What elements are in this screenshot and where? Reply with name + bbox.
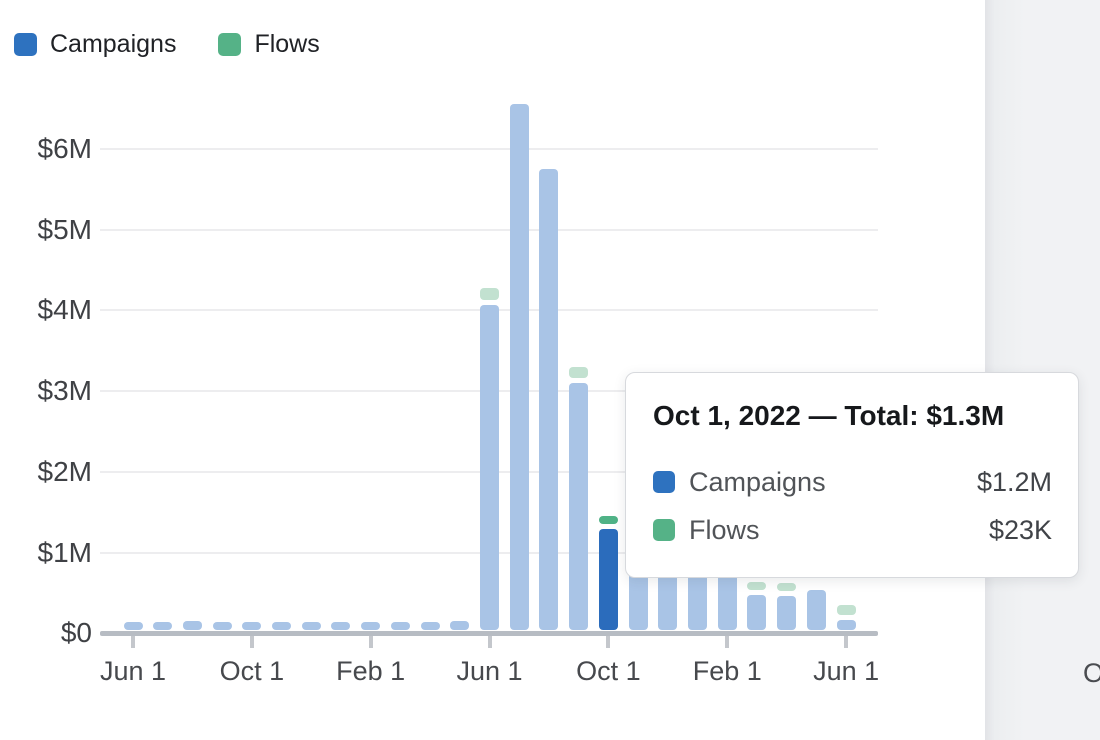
flows-swatch-icon [218, 32, 242, 56]
bar-campaigns-dec-1-2021[interactable] [301, 622, 321, 630]
bar-campaigns-mar-1-2022[interactable] [390, 622, 410, 630]
gridline [100, 228, 878, 231]
bar-campaigns-jul-1-2021[interactable] [153, 622, 173, 630]
campaigns-swatch-icon [653, 471, 675, 493]
clipped-tick-label: O [1083, 658, 1100, 688]
bar-campaigns-feb-1-2022[interactable] [361, 622, 381, 630]
bar-campaigns-jun-1-2022[interactable] [480, 305, 500, 630]
tooltip-campaigns-value: $1.2M [976, 466, 1052, 497]
tooltip-flows-label: Flows [689, 514, 760, 545]
y-axis-label: $2M [37, 455, 92, 487]
legend-label-flows: Flows [254, 30, 320, 58]
bar-flows-oct-1-2022[interactable] [598, 516, 618, 524]
bar-campaigns-oct-1-2022[interactable] [598, 529, 618, 630]
bar-flows-jun-1-2023[interactable] [836, 605, 856, 615]
bar-campaigns-oct-1-2021[interactable] [242, 622, 262, 630]
bar-campaigns-jan-1-2023[interactable] [687, 569, 707, 630]
bar-flows-jun-1-2022[interactable] [480, 288, 500, 300]
bar-campaigns-apr-1-2023[interactable] [777, 596, 797, 630]
bar-campaigns-jun-1-2023[interactable] [836, 620, 856, 630]
x-axis-tick [131, 636, 135, 648]
y-axis-label: $0 [60, 617, 92, 648]
y-axis-label: $1M [37, 536, 92, 568]
bar-campaigns-nov-1-2021[interactable] [272, 622, 292, 630]
legend-label-campaigns: Campaigns [50, 30, 177, 58]
bar-flows-apr-1-2023[interactable] [777, 583, 797, 591]
bar-campaigns-sep-1-2022[interactable] [569, 383, 589, 630]
campaigns-swatch-icon [14, 32, 37, 56]
x-axis-tick [249, 636, 254, 648]
bar-campaigns-jun-1-2021[interactable] [123, 622, 143, 630]
y-axis-label: $3M [37, 375, 92, 407]
y-axis-label: $5M [37, 213, 92, 245]
bar-campaigns-feb-1-2023[interactable] [717, 574, 737, 630]
bar-campaigns-mar-1-2023[interactable] [747, 595, 767, 630]
x-axis-tick [368, 636, 373, 648]
x-axis-label: Oct 1 [219, 656, 285, 686]
x-axis-tick [487, 636, 492, 648]
bar-campaigns-aug-1-2022[interactable] [539, 169, 559, 630]
bar-campaigns-apr-1-2022[interactable] [420, 622, 440, 630]
x-axis-tick [844, 636, 849, 648]
bar-campaigns-sep-1-2021[interactable] [212, 622, 232, 630]
x-axis-label: Oct 1 [576, 656, 641, 686]
tooltip-title: Oct 1, 2022 — Total: $1.3M [653, 400, 1005, 431]
gridline [100, 148, 878, 150]
bar-flows-mar-1-2023[interactable] [747, 582, 767, 590]
x-axis-tick [606, 636, 611, 648]
x-axis-label: Jun 1 [813, 656, 880, 686]
tooltip-row-flows: Flows $23K [653, 513, 1052, 547]
bar-campaigns-dec-1-2022[interactable] [658, 564, 678, 630]
x-axis-label: Feb 1 [336, 656, 406, 686]
bar-campaigns-aug-1-2021[interactable] [182, 621, 202, 630]
tooltip-campaigns-label: Campaigns [689, 466, 826, 497]
bar-campaigns-may-1-2023[interactable] [806, 590, 826, 630]
bar-campaigns-may-1-2022[interactable] [450, 621, 470, 630]
legend-item-campaigns[interactable]: Campaigns [14, 30, 176, 58]
side-panel [985, 0, 1100, 740]
y-axis-label: $4M [37, 294, 92, 326]
x-axis-label: Feb 1 [692, 656, 762, 686]
chart-tooltip: Oct 1, 2022 — Total: $1.3M Campaigns $1.… [625, 372, 1079, 578]
bar-campaigns-jul-1-2022[interactable] [509, 104, 529, 630]
x-axis-label: Jun 1 [456, 656, 523, 686]
y-axis-label: $6M [37, 133, 92, 164]
bar-flows-sep-1-2022[interactable] [569, 367, 589, 378]
x-axis-tick [725, 636, 730, 648]
chart-legend: Campaigns Flows [14, 30, 320, 58]
legend-item-flows[interactable]: Flows [218, 30, 320, 58]
x-axis-line [100, 631, 878, 636]
plot-area: $6M $5M $4M $3M $2M $1M $0 Jun 1 Oct 1 Feb 1 Jun 1… [37, 104, 880, 686]
bar-campaigns-jan-1-2022[interactable] [331, 622, 351, 630]
x-axis-label: Jun 1 [99, 656, 167, 686]
tooltip-row-campaigns: Campaigns $1.2M [653, 465, 1052, 499]
flows-swatch-icon [653, 519, 675, 541]
tooltip-flows-value: $23K [988, 514, 1052, 545]
